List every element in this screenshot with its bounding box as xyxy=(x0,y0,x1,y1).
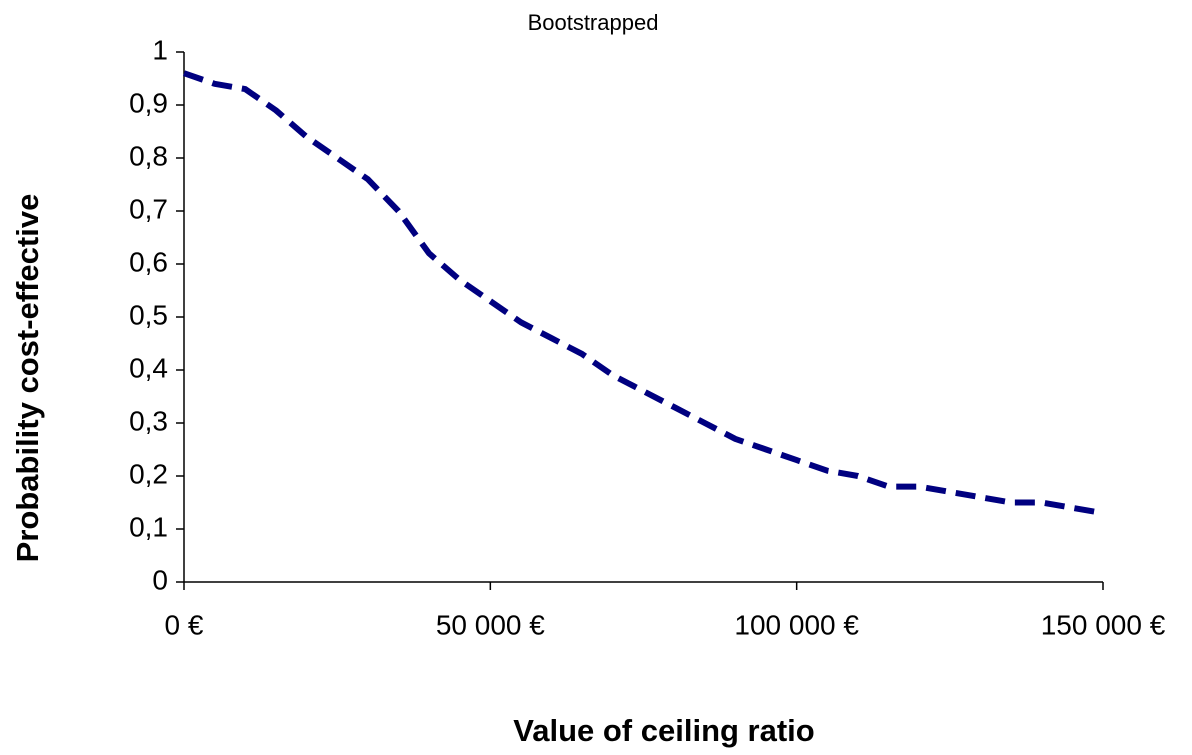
y-tick-label: 0,8 xyxy=(129,140,168,171)
x-tick-label: 100 000 € xyxy=(734,609,859,640)
y-tick-label: 0,4 xyxy=(129,352,168,383)
y-tick-label: 0,2 xyxy=(129,458,168,489)
x-tick-label: 0 € xyxy=(165,609,204,640)
y-tick-label: 0,5 xyxy=(129,299,168,330)
y-tick-label: 1 xyxy=(152,34,168,65)
y-tick-label: 0,6 xyxy=(129,246,168,277)
x-axis-label: Value of ceiling ratio xyxy=(513,713,814,748)
y-axis-label: Probability cost-effective xyxy=(10,194,45,563)
y-tick-label: 0,7 xyxy=(129,193,168,224)
y-tick-label: 0,1 xyxy=(129,511,168,542)
y-tick-label: 0 xyxy=(152,564,168,595)
y-tick-label: 0,9 xyxy=(129,87,168,118)
chart-title: Bootstrapped xyxy=(528,10,659,35)
y-tick-label: 0,3 xyxy=(129,405,168,436)
x-tick-label: 150 000 € xyxy=(1041,609,1166,640)
x-tick-label: 50 000 € xyxy=(436,609,545,640)
line xyxy=(183,70,1104,517)
